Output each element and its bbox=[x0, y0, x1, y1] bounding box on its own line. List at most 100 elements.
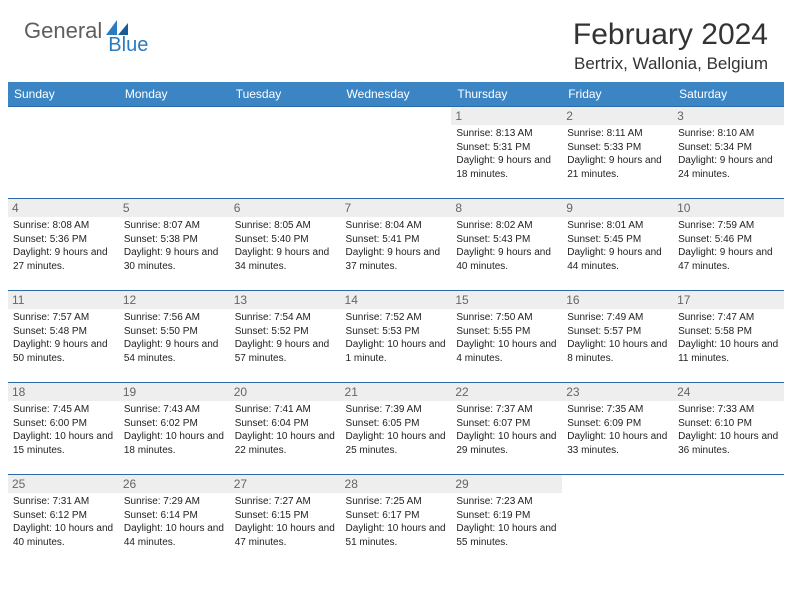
day-number: 15 bbox=[451, 291, 562, 309]
day-info: Sunrise: 8:07 AMSunset: 5:38 PMDaylight:… bbox=[124, 219, 225, 273]
logo: General Blue bbox=[24, 18, 170, 44]
calendar-header-cell: Thursday bbox=[451, 82, 562, 107]
day-info: Sunrise: 7:31 AMSunset: 6:12 PMDaylight:… bbox=[13, 495, 114, 549]
day-info: Sunrise: 7:27 AMSunset: 6:15 PMDaylight:… bbox=[235, 495, 336, 549]
calendar-header-cell: Tuesday bbox=[230, 82, 341, 107]
day-number: 12 bbox=[119, 291, 230, 309]
calendar-day-cell: 25 Sunrise: 7:31 AMSunset: 6:12 PMDayligh… bbox=[8, 475, 119, 567]
calendar-day-cell: 16Sunrise: 7:49 AMSunset: 5:57 PMDayligh… bbox=[562, 291, 673, 383]
day-number: 21 bbox=[341, 383, 452, 401]
calendar-day-cell: 12 Sunrise: 7:56 AMSunset: 5:50 PMDayligh… bbox=[119, 291, 230, 383]
day-info: Sunrise: 8:01 AMSunset: 5:45 PMDaylight:… bbox=[567, 219, 668, 273]
day-info: Sunrise: 7:29 AMSunset: 6:14 PMDaylight:… bbox=[124, 495, 225, 549]
day-info: Sunrise: 7:49 AMSunset: 5:57 PMDaylight:… bbox=[567, 311, 668, 365]
logo-text-blue: Blue bbox=[108, 34, 148, 57]
calendar-header-cell: Monday bbox=[119, 82, 230, 107]
calendar-day-cell bbox=[8, 107, 119, 199]
day-number: 9 bbox=[562, 199, 673, 217]
calendar-day-cell: 24 Sunrise: 7:33 AMSunset: 6:10 PMDayligh… bbox=[673, 383, 784, 475]
calendar-day-cell: 9 Sunrise: 8:01 AMSunset: 5:45 PMDaylight… bbox=[562, 199, 673, 291]
calendar-day-cell: 14 Sunrise: 7:52 AMSunset: 5:53 PMDayligh… bbox=[341, 291, 452, 383]
header: General Blue February 2024 Bertrix, Wall… bbox=[0, 0, 792, 82]
day-info: Sunrise: 7:35 AMSunset: 6:09 PMDaylight:… bbox=[567, 403, 668, 457]
day-number: 29 bbox=[451, 475, 562, 493]
day-number: 8 bbox=[451, 199, 562, 217]
day-info: Sunrise: 7:45 AMSunset: 6:00 PMDaylight:… bbox=[13, 403, 114, 457]
calendar-day-cell: 2 Sunrise: 8:11 AMSunset: 5:33 PMDaylight… bbox=[562, 107, 673, 199]
day-info: Sunrise: 8:10 AMSunset: 5:34 PMDaylight:… bbox=[678, 127, 779, 181]
title-block: February 2024 Bertrix, Wallonia, Belgium bbox=[573, 18, 768, 74]
calendar-day-cell: 8Sunrise: 8:02 AMSunset: 5:43 PMDaylight… bbox=[451, 199, 562, 291]
day-number: 20 bbox=[230, 383, 341, 401]
day-info: Sunrise: 7:43 AMSunset: 6:02 PMDaylight:… bbox=[124, 403, 225, 457]
calendar: SundayMondayTuesdayWednesdayThursdayFrid… bbox=[8, 82, 784, 567]
calendar-day-cell: 27Sunrise: 7:27 AMSunset: 6:15 PMDayligh… bbox=[230, 475, 341, 567]
location: Bertrix, Wallonia, Belgium bbox=[573, 54, 768, 74]
day-info: Sunrise: 7:25 AMSunset: 6:17 PMDaylight:… bbox=[346, 495, 447, 549]
day-number: 24 bbox=[673, 383, 784, 401]
day-number: 4 bbox=[8, 199, 119, 217]
day-number: 3 bbox=[673, 107, 784, 125]
calendar-day-cell: 28 Sunrise: 7:25 AMSunset: 6:17 PMDayligh… bbox=[341, 475, 452, 567]
day-info: Sunrise: 7:33 AMSunset: 6:10 PMDaylight:… bbox=[678, 403, 779, 457]
day-info: Sunrise: 8:04 AMSunset: 5:41 PMDaylight:… bbox=[346, 219, 447, 273]
day-number: 26 bbox=[119, 475, 230, 493]
calendar-day-cell: 18 Sunrise: 7:45 AMSunset: 6:00 PMDayligh… bbox=[8, 383, 119, 475]
calendar-day-cell: 21 Sunrise: 7:39 AMSunset: 6:05 PMDayligh… bbox=[341, 383, 452, 475]
day-info: Sunrise: 7:23 AMSunset: 6:19 PMDaylight:… bbox=[456, 495, 557, 549]
day-info: Sunrise: 7:59 AMSunset: 5:46 PMDaylight:… bbox=[678, 219, 779, 273]
calendar-day-cell bbox=[673, 475, 784, 567]
calendar-week-row: 25 Sunrise: 7:31 AMSunset: 6:12 PMDayligh… bbox=[8, 475, 784, 567]
calendar-day-cell: 7 Sunrise: 8:04 AMSunset: 5:41 PMDaylight… bbox=[341, 199, 452, 291]
calendar-week-row: 1Sunrise: 8:13 AMSunset: 5:31 PMDaylight… bbox=[8, 107, 784, 199]
calendar-day-cell: 26 Sunrise: 7:29 AMSunset: 6:14 PMDayligh… bbox=[119, 475, 230, 567]
day-number: 18 bbox=[8, 383, 119, 401]
calendar-day-cell: 15 Sunrise: 7:50 AMSunset: 5:55 PMDayligh… bbox=[451, 291, 562, 383]
calendar-header-cell: Friday bbox=[562, 82, 673, 107]
day-info: Sunrise: 7:56 AMSunset: 5:50 PMDaylight:… bbox=[124, 311, 225, 365]
day-info: Sunrise: 7:39 AMSunset: 6:05 PMDaylight:… bbox=[346, 403, 447, 457]
day-number: 11 bbox=[8, 291, 119, 309]
logo-text-general: General bbox=[24, 18, 102, 44]
calendar-week-row: 11Sunrise: 7:57 AMSunset: 5:48 PMDayligh… bbox=[8, 291, 784, 383]
day-number: 5 bbox=[119, 199, 230, 217]
day-info: Sunrise: 7:50 AMSunset: 5:55 PMDaylight:… bbox=[456, 311, 557, 365]
calendar-day-cell bbox=[562, 475, 673, 567]
calendar-body: 1Sunrise: 8:13 AMSunset: 5:31 PMDaylight… bbox=[8, 107, 784, 567]
calendar-day-cell: 5 Sunrise: 8:07 AMSunset: 5:38 PMDaylight… bbox=[119, 199, 230, 291]
calendar-header-cell: Wednesday bbox=[341, 82, 452, 107]
day-number: 25 bbox=[8, 475, 119, 493]
calendar-day-cell: 6 Sunrise: 8:05 AMSunset: 5:40 PMDaylight… bbox=[230, 199, 341, 291]
day-number: 14 bbox=[341, 291, 452, 309]
calendar-day-cell bbox=[119, 107, 230, 199]
day-number: 19 bbox=[119, 383, 230, 401]
day-info: Sunrise: 7:52 AMSunset: 5:53 PMDaylight:… bbox=[346, 311, 447, 365]
day-number: 17 bbox=[673, 291, 784, 309]
day-number: 6 bbox=[230, 199, 341, 217]
day-info: Sunrise: 7:54 AMSunset: 5:52 PMDaylight:… bbox=[235, 311, 336, 365]
day-number: 7 bbox=[341, 199, 452, 217]
calendar-week-row: 4 Sunrise: 8:08 AMSunset: 5:36 PMDaylight… bbox=[8, 199, 784, 291]
day-info: Sunrise: 8:11 AMSunset: 5:33 PMDaylight:… bbox=[567, 127, 668, 181]
day-info: Sunrise: 8:05 AMSunset: 5:40 PMDaylight:… bbox=[235, 219, 336, 273]
calendar-day-cell: 22Sunrise: 7:37 AMSunset: 6:07 PMDayligh… bbox=[451, 383, 562, 475]
calendar-day-cell: 3 Sunrise: 8:10 AMSunset: 5:34 PMDaylight… bbox=[673, 107, 784, 199]
page-title: February 2024 bbox=[573, 18, 768, 52]
day-info: Sunrise: 7:47 AMSunset: 5:58 PMDaylight:… bbox=[678, 311, 779, 365]
day-info: Sunrise: 8:08 AMSunset: 5:36 PMDaylight:… bbox=[13, 219, 114, 273]
calendar-header-cell: Sunday bbox=[8, 82, 119, 107]
calendar-day-cell: 19 Sunrise: 7:43 AMSunset: 6:02 PMDayligh… bbox=[119, 383, 230, 475]
day-info: Sunrise: 7:41 AMSunset: 6:04 PMDaylight:… bbox=[235, 403, 336, 457]
calendar-week-row: 18 Sunrise: 7:45 AMSunset: 6:00 PMDayligh… bbox=[8, 383, 784, 475]
day-number: 28 bbox=[341, 475, 452, 493]
day-number: 23 bbox=[562, 383, 673, 401]
calendar-day-cell: 20 Sunrise: 7:41 AMSunset: 6:04 PMDayligh… bbox=[230, 383, 341, 475]
calendar-header-row: SundayMondayTuesdayWednesdayThursdayFrid… bbox=[8, 82, 784, 107]
day-info: Sunrise: 7:37 AMSunset: 6:07 PMDaylight:… bbox=[456, 403, 557, 457]
calendar-day-cell bbox=[230, 107, 341, 199]
calendar-day-cell: 10Sunrise: 7:59 AMSunset: 5:46 PMDayligh… bbox=[673, 199, 784, 291]
day-number: 1 bbox=[451, 107, 562, 125]
day-number: 2 bbox=[562, 107, 673, 125]
calendar-day-cell bbox=[341, 107, 452, 199]
calendar-day-cell: 11Sunrise: 7:57 AMSunset: 5:48 PMDayligh… bbox=[8, 291, 119, 383]
